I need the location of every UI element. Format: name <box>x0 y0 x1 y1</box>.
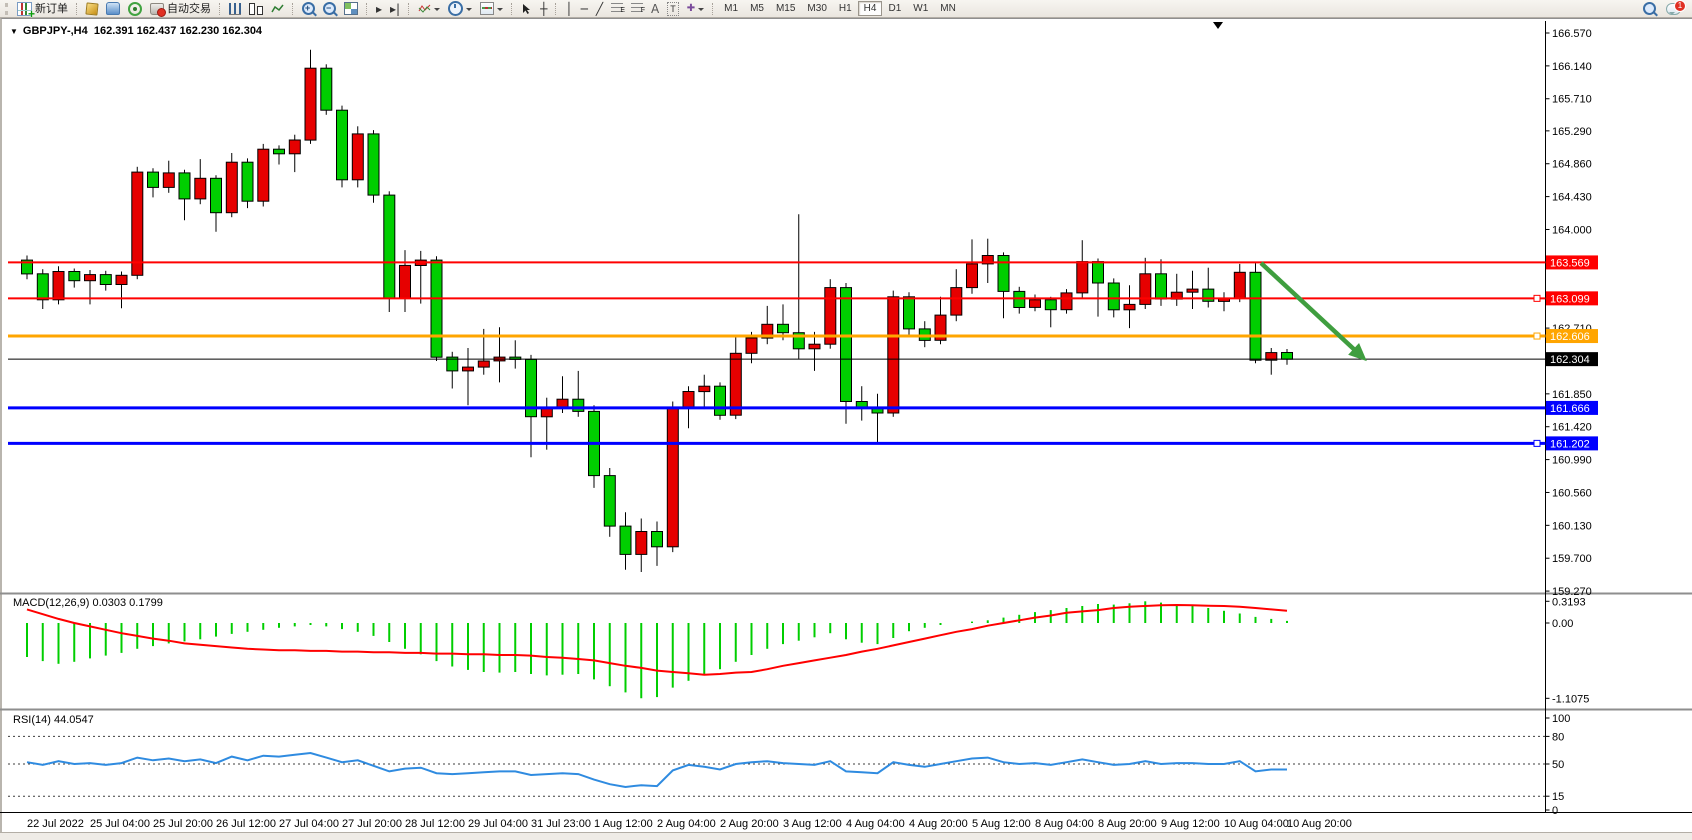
cursor-icon <box>523 3 531 14</box>
rsi-indicator-label: RSI(14) 44.0547 <box>13 714 94 726</box>
dropdown-caret-icon <box>698 7 705 14</box>
indicators-button[interactable] <box>414 1 444 16</box>
auto-scroll-button[interactable]: ▸ <box>372 1 386 17</box>
text-label-icon: T <box>667 1 679 16</box>
candlestick-icon <box>249 2 263 15</box>
timeframe-group: M1 M5 M15 M30 H1 H4 D1 W1 MN <box>718 1 962 16</box>
text-button[interactable]: A <box>647 1 663 17</box>
timeframe-mn[interactable]: MN <box>940 3 956 14</box>
autotrading-label: 自动交易 <box>167 2 211 15</box>
indicators-icon <box>418 4 431 13</box>
vertical-line-button[interactable]: │ <box>561 1 576 17</box>
status-bar <box>0 832 1692 840</box>
timeframe-w1[interactable]: W1 <box>913 3 929 14</box>
trendline-button[interactable]: ╱ <box>592 1 607 17</box>
chart-title: ▼ GBPJPY-,H4 162.391 162.437 162.230 162.… <box>10 25 262 37</box>
zoom-in-icon: + <box>302 2 315 15</box>
crosshair-button[interactable]: ┼ <box>536 1 551 17</box>
zoom-in-button[interactable]: + <box>298 0 319 17</box>
bar-chart-icon <box>229 2 241 15</box>
timeframe-m30[interactable]: M30 <box>807 3 827 14</box>
timeframe-m5[interactable]: M5 <box>750 3 764 14</box>
dropdown-caret-icon <box>466 7 473 14</box>
chat-badge: 1 <box>1674 0 1686 12</box>
timeframe-h4[interactable]: H4 <box>857 1 883 16</box>
signals-button[interactable] <box>124 0 146 18</box>
separator <box>366 2 368 15</box>
dropdown-caret-icon <box>434 7 441 14</box>
horizontal-line-icon: ─ <box>580 1 588 16</box>
search-icon[interactable] <box>1643 2 1656 15</box>
quote-dropdown-icon[interactable]: ▼ <box>10 27 18 36</box>
toolbar: 新订单 自动交易 + − ▸ ▸| <box>0 0 1692 20</box>
clock-icon <box>448 1 464 16</box>
styler-button[interactable] <box>82 1 102 17</box>
chart-shift-icon: ▸| <box>390 1 401 16</box>
line-chart-button[interactable] <box>267 1 288 16</box>
timeframe-m1[interactable]: M1 <box>724 3 739 14</box>
new-order-button[interactable]: 新订单 <box>13 0 72 20</box>
template-icon <box>480 2 495 15</box>
line-chart-icon <box>271 4 284 13</box>
chart-window <box>0 18 1692 840</box>
profile-button[interactable] <box>102 0 124 17</box>
horizontal-line-button[interactable]: ─ <box>577 1 592 17</box>
macd-indicator-label: MACD(12,26,9) 0.0303 0.1799 <box>13 597 163 609</box>
toolbar-right-group: 1 <box>1643 0 1689 15</box>
auto-scroll-icon: ▸ <box>376 1 383 16</box>
timeframe-m15[interactable]: M15 <box>775 3 796 14</box>
periods-button[interactable] <box>444 0 476 18</box>
fibo-retracement-button[interactable]: F <box>627 1 647 16</box>
separator <box>511 2 513 15</box>
signal-icon <box>128 1 142 16</box>
zoom-out-button[interactable]: − <box>319 0 340 17</box>
timeframe-h1[interactable]: H1 <box>838 3 852 14</box>
chart-shift-button[interactable]: ▸| <box>386 1 404 17</box>
text-icon: A <box>651 1 660 16</box>
vertical-line-icon: │ <box>565 1 573 16</box>
toolbar-grip[interactable] <box>5 2 11 15</box>
chat-icon[interactable]: 1 <box>1666 0 1686 15</box>
separator <box>712 2 714 15</box>
tile-windows-button[interactable] <box>340 0 362 17</box>
arrows-shapes-icon: ✚ <box>686 2 696 14</box>
separator <box>76 2 78 15</box>
fibo-expansion-icon: E <box>611 3 625 14</box>
new-order-icon <box>17 1 35 20</box>
separator <box>292 2 294 15</box>
crosshair-icon: ┼ <box>540 1 548 16</box>
text-label-button[interactable]: T <box>663 0 683 18</box>
shapes-button[interactable]: ✚ <box>683 1 708 17</box>
new-order-label: 新订单 <box>35 2 68 15</box>
fibo-expansion-button[interactable]: E <box>607 1 627 16</box>
styler-cube-icon <box>85 1 99 16</box>
trendline-icon: ╱ <box>595 1 604 16</box>
cursor-button[interactable] <box>517 1 536 17</box>
tile-windows-icon <box>344 2 358 15</box>
zoom-out-icon: − <box>323 2 336 15</box>
fibo-retracement-icon: F <box>631 3 645 14</box>
profile-icon <box>106 2 120 15</box>
candlestick-chart-button[interactable] <box>245 1 267 17</box>
autotrading-cup-icon <box>150 2 166 17</box>
bar-chart-button[interactable] <box>225 1 245 17</box>
separator <box>555 2 557 15</box>
separator <box>219 2 221 15</box>
timeframe-d1[interactable]: D1 <box>888 3 902 14</box>
separator <box>408 2 410 15</box>
templates-button[interactable] <box>476 0 507 17</box>
autotrading-button[interactable]: 自动交易 <box>146 1 215 17</box>
chart-title-text: GBPJPY-,H4 162.391 162.437 162.230 162.3… <box>22 25 263 37</box>
dropdown-caret-icon <box>497 7 504 14</box>
